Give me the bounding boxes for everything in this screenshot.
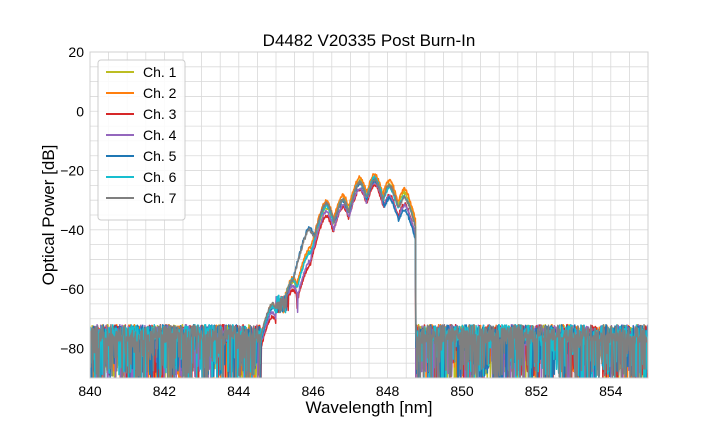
x-tick-labels: 840 842 844 846 848 850 852 854 <box>78 383 622 399</box>
y-tick-label: −60 <box>60 281 84 297</box>
legend-label-ch-5: Ch. 5 <box>143 148 177 164</box>
legend-label-ch-2: Ch. 2 <box>143 85 177 101</box>
y-tick-labels: 20 0 −20 −40 −60 −80 <box>60 44 84 356</box>
x-tick-label: 842 <box>153 383 177 399</box>
legend-label-ch-6: Ch. 6 <box>143 169 177 185</box>
series-line-ch-7 <box>90 177 648 378</box>
x-tick-label: 844 <box>227 383 251 399</box>
y-tick-label: 20 <box>68 44 84 60</box>
legend-label-ch-7: Ch. 7 <box>143 190 177 206</box>
legend-label-ch-4: Ch. 4 <box>143 127 177 143</box>
y-tick-label: 0 <box>76 103 84 119</box>
plot-frame <box>89 51 649 379</box>
x-tick-label: 840 <box>78 383 102 399</box>
x-axis-label: Wavelength [nm] <box>306 398 433 417</box>
y-tick-label: −80 <box>60 340 84 356</box>
legend-box <box>97 59 186 221</box>
x-tick-label: 852 <box>525 383 549 399</box>
y-tick-label: −20 <box>60 163 84 179</box>
chart-title: D4482 V20335 Post Burn-In <box>263 31 476 50</box>
legend-label-ch-1: Ch. 1 <box>143 64 177 80</box>
x-tick-label: 850 <box>450 383 474 399</box>
x-tick-label: 854 <box>599 383 623 399</box>
legend-label-ch-3: Ch. 3 <box>143 106 177 122</box>
x-tick-label: 848 <box>376 383 400 399</box>
y-tick-label: −40 <box>60 222 84 238</box>
series-layer <box>90 173 648 378</box>
x-tick-label: 846 <box>302 383 326 399</box>
y-axis-label: Optical Power [dB] <box>39 145 58 286</box>
legend: Ch. 1 Ch. 2 Ch. 3 Ch. 4 Ch. 5 Ch. 6 Ch. 7 <box>97 59 186 221</box>
